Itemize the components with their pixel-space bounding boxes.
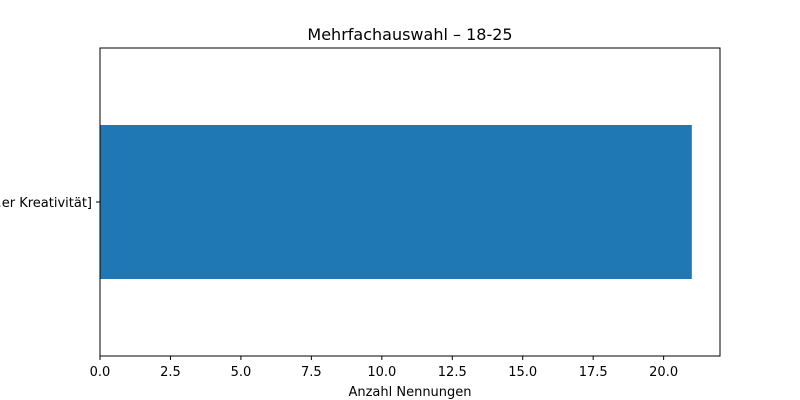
x-tick-label: 10.0 bbox=[367, 365, 396, 380]
x-tick-label: 0.0 bbox=[90, 365, 111, 380]
x-axis-label: Anzahl Nennungen bbox=[348, 385, 471, 400]
x-tick-label: 15.0 bbox=[508, 365, 537, 380]
x-tick-label: 5.0 bbox=[231, 365, 252, 380]
bar-group bbox=[100, 125, 692, 279]
x-axis-ticks: 0.0 2.5 5.0 7.5 10.0 12.5 15.0 17.5 20.0 bbox=[90, 356, 678, 380]
chart-title: Mehrfachauswahl – 18-25 bbox=[307, 25, 512, 44]
y-tick-label: …er Kreativität] bbox=[0, 196, 92, 211]
y-axis-ticks: …er Kreativität] bbox=[0, 196, 100, 211]
x-tick-label: 12.5 bbox=[438, 365, 467, 380]
x-tick-label: 7.5 bbox=[301, 365, 322, 380]
x-tick-label: 20.0 bbox=[649, 365, 678, 380]
x-tick-label: 2.5 bbox=[160, 365, 181, 380]
bar bbox=[100, 125, 692, 279]
x-tick-label: 17.5 bbox=[579, 365, 608, 380]
